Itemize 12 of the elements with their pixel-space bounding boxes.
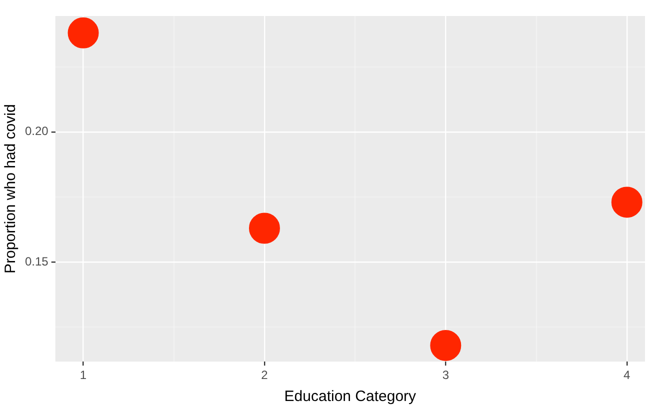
point [248, 212, 280, 244]
point [430, 330, 462, 361]
y-tick-label: 0.15 [24, 254, 49, 268]
x-tick-label: 2 [261, 368, 268, 382]
x-axis-title: Education Category [284, 388, 417, 406]
x-tick-label: 3 [442, 368, 450, 382]
y-tick-label: 0.20 [24, 124, 49, 138]
x-tick-label: 1 [80, 368, 87, 382]
point [611, 186, 642, 218]
x-tick-label: 4 [624, 368, 631, 382]
y-axis-title: Proportion who had covid [2, 104, 20, 274]
point [68, 17, 99, 48]
